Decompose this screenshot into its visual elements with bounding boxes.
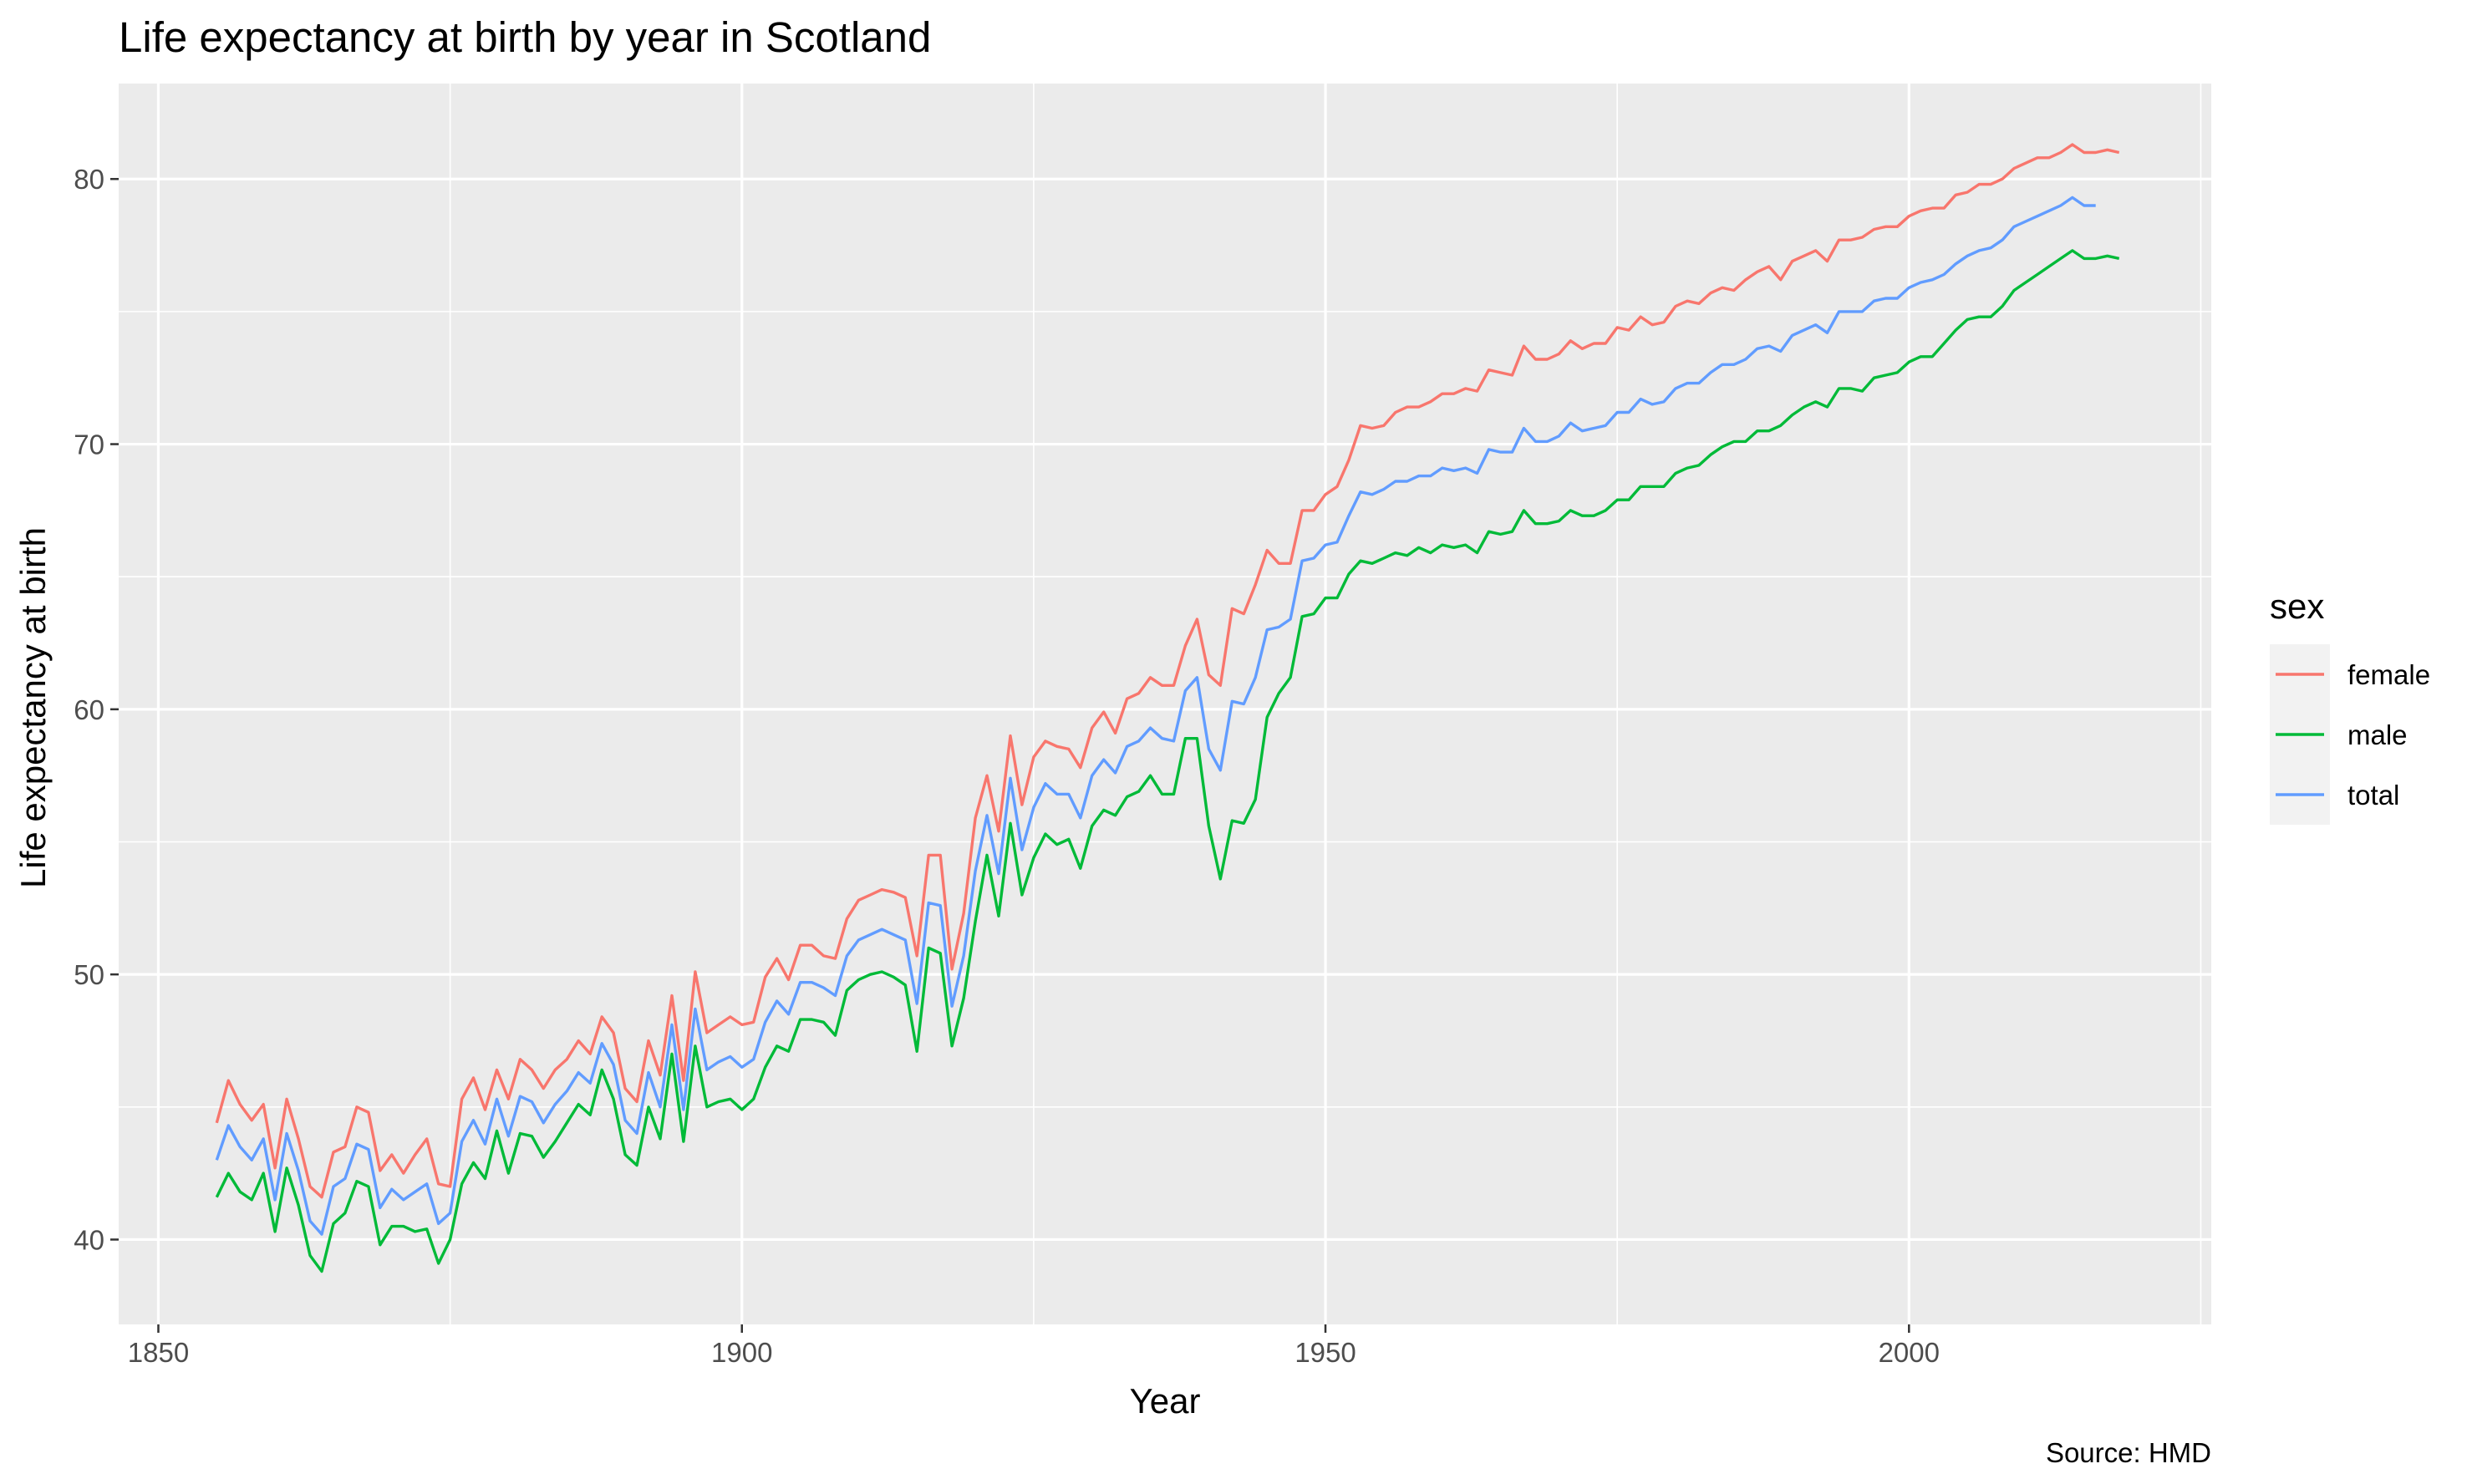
y-tick-label: 70 bbox=[74, 429, 104, 460]
series-line-female bbox=[215, 143, 2120, 1199]
major-gridlines bbox=[119, 84, 2211, 1324]
x-tick-label: 1900 bbox=[711, 1337, 772, 1368]
legend-label-female: female bbox=[2347, 659, 2430, 690]
plot-panel bbox=[119, 84, 2211, 1324]
chart-title: Life expectancy at birth by year in Scot… bbox=[119, 13, 931, 61]
legend: sex female male total bbox=[2270, 587, 2430, 825]
y-axis-title: Life expectancy at birth bbox=[13, 527, 53, 888]
y-tick-label: 60 bbox=[74, 694, 104, 725]
y-tick-label: 50 bbox=[74, 959, 104, 990]
legend-title: sex bbox=[2270, 587, 2324, 626]
source-caption: Source: HMD bbox=[2046, 1437, 2211, 1468]
legend-label-total: total bbox=[2347, 780, 2399, 811]
legend-label-male: male bbox=[2347, 719, 2408, 750]
x-axis: 1850 1900 1950 2000 bbox=[128, 1324, 1940, 1368]
x-axis-title: Year bbox=[1130, 1381, 1201, 1420]
y-tick-label: 40 bbox=[74, 1224, 104, 1255]
series-lines bbox=[215, 143, 2120, 1273]
series-line-male bbox=[215, 249, 2120, 1273]
y-tick-label: 80 bbox=[74, 164, 104, 195]
x-tick-label: 2000 bbox=[1879, 1337, 1940, 1368]
minor-gridlines bbox=[119, 84, 2211, 1324]
x-tick-label: 1950 bbox=[1295, 1337, 1356, 1368]
y-axis: 40 50 60 70 80 bbox=[74, 164, 119, 1255]
legend-items: female male total bbox=[2270, 644, 2430, 825]
x-tick-label: 1850 bbox=[128, 1337, 189, 1368]
series-line-total bbox=[215, 196, 2096, 1236]
